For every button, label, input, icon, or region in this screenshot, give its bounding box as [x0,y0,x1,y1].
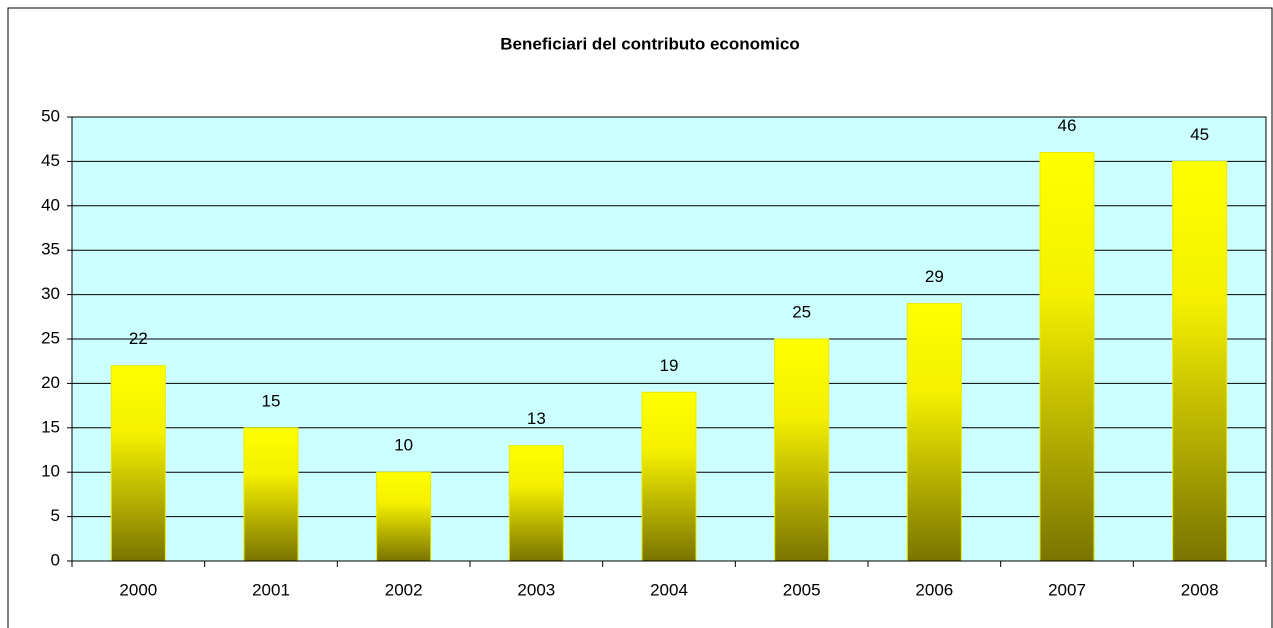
y-tick-label: 35 [41,240,60,259]
y-tick-label: 5 [51,506,60,525]
y-tick-label: 20 [41,373,60,392]
bar [1039,152,1095,562]
x-tick-label: 2004 [650,580,688,599]
bar [508,445,564,562]
x-tick-label: 2001 [252,580,290,599]
x-tick-label: 2003 [517,580,555,599]
value-label: 22 [129,329,148,348]
bar [1172,160,1228,562]
value-label: 19 [660,356,679,375]
x-tick-label: 2006 [915,580,953,599]
y-tick-label: 10 [41,462,60,481]
y-tick-label: 25 [41,328,60,347]
value-label: 46 [1058,116,1077,135]
y-tick-label: 50 [41,106,60,125]
bar [376,471,432,562]
value-label: 29 [925,267,944,286]
chart-title: Beneficiari del contributo economico [500,34,799,53]
value-label: 13 [527,409,546,428]
y-tick-label: 0 [51,550,60,569]
y-tick-label: 40 [41,195,60,214]
value-label: 25 [792,302,811,321]
bar [243,427,299,562]
value-label: 45 [1190,125,1209,144]
y-tick-label: 15 [41,417,60,436]
chart-frame [7,7,1273,628]
bar [906,302,962,562]
y-tick-label: 30 [41,284,60,303]
bar [774,338,830,562]
x-tick-label: 2005 [783,580,821,599]
x-tick-label: 2008 [1181,580,1219,599]
bar [641,391,697,562]
x-tick-label: 2007 [1048,580,1086,599]
value-label: 10 [394,436,413,455]
x-tick-label: 2000 [119,580,157,599]
bar [110,365,166,562]
x-tick-label: 2002 [385,580,423,599]
y-tick-label: 45 [41,151,60,170]
value-label: 15 [262,391,281,410]
